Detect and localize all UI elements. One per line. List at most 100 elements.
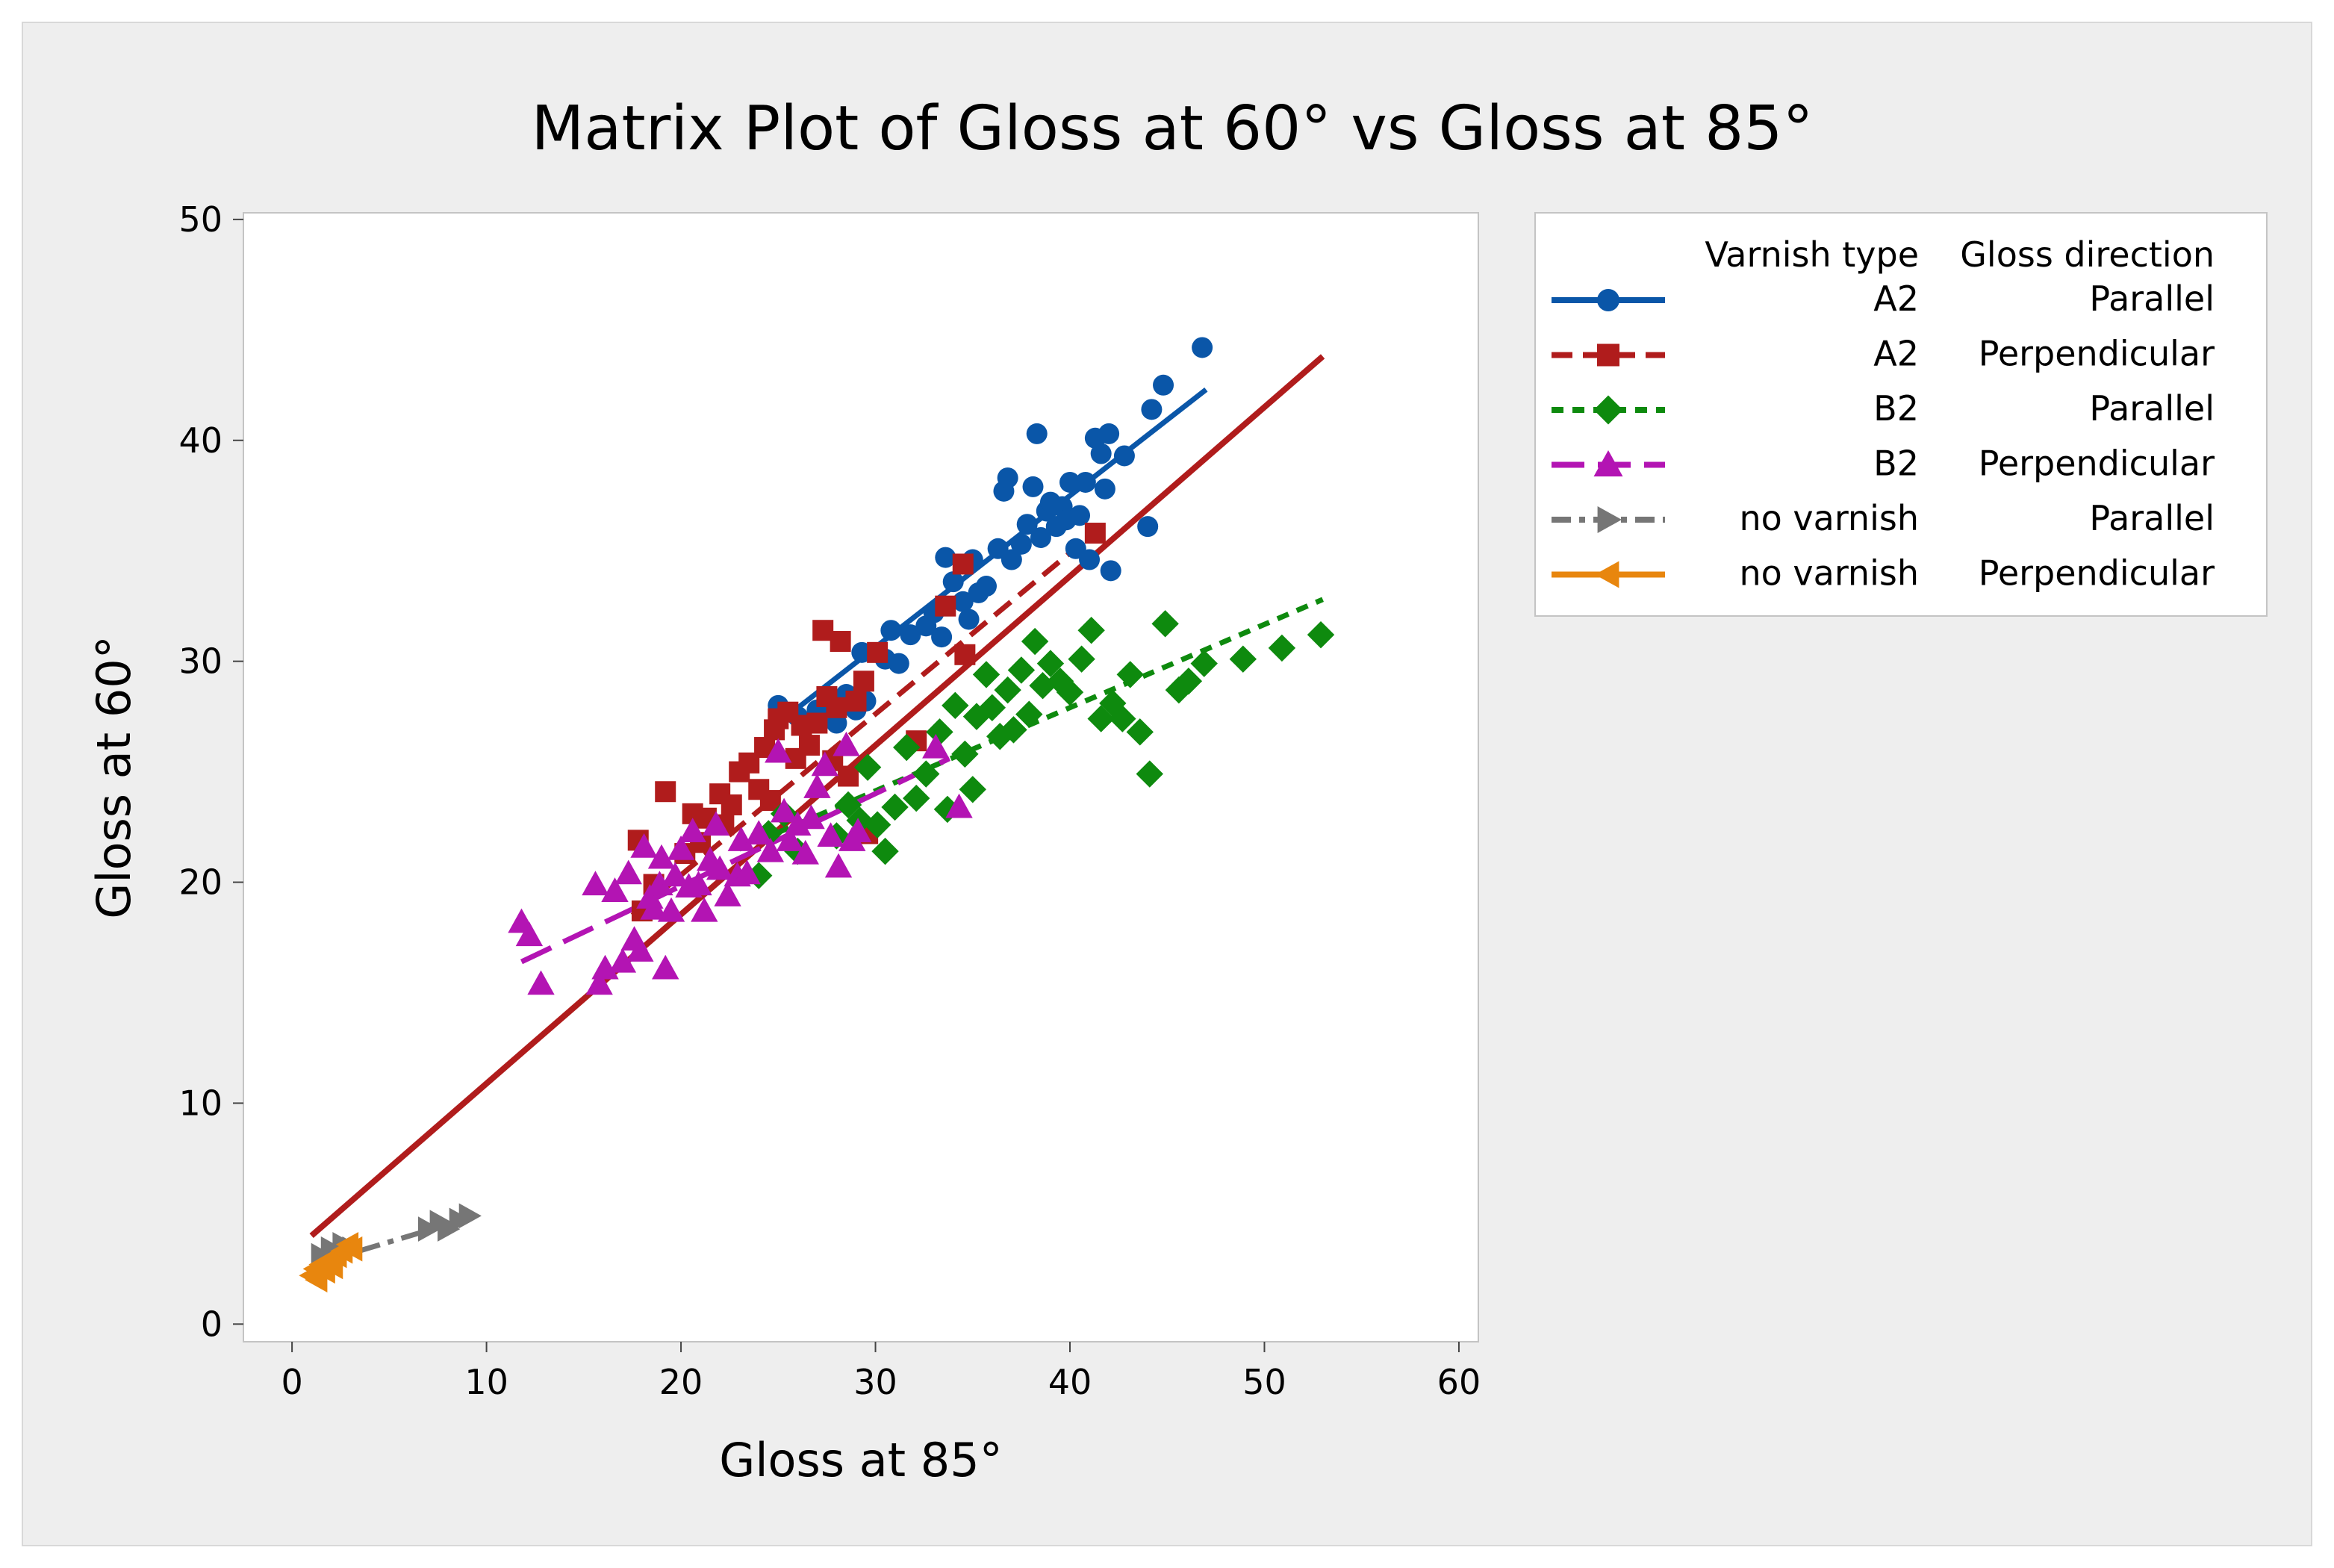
x-tick-label: 50: [1242, 1362, 1286, 1402]
data-point-series-2: [978, 694, 1006, 721]
chart-title: Matrix Plot of Gloss at 60° vs Gloss at …: [532, 93, 1814, 164]
data-point-series-0: [1022, 476, 1044, 497]
data-point-series-2: [755, 820, 782, 847]
data-point-series-3: [691, 897, 718, 922]
data-point-series-3: [745, 820, 773, 845]
data-point-series-3: [515, 921, 544, 947]
data-point-series-1: [867, 641, 889, 663]
data-point-series-2: [926, 718, 953, 746]
legend-varnish-label: A2: [1873, 334, 1919, 374]
data-point-series-3: [527, 970, 555, 995]
x-tick-label: 20: [659, 1362, 703, 1402]
y-axis: 0 10 20 30 40 50: [178, 199, 243, 1344]
data-point-series-2: [881, 793, 909, 821]
data-point-series-3: [922, 733, 950, 759]
legend-varnish-label: no varnish: [1740, 498, 1920, 538]
y-tick-label: 40: [178, 420, 222, 461]
data-point-series-0: [1098, 423, 1120, 444]
legend-direction-label: Parallel: [2089, 498, 2215, 538]
data-point-series-2: [1087, 705, 1115, 732]
data-point-series-0: [1026, 423, 1048, 444]
legend-box: [1534, 212, 2268, 617]
data-point-series-0: [1079, 549, 1101, 570]
data-point-series-2: [972, 661, 1000, 688]
data-point-series-2: [1268, 634, 1296, 662]
data-point-series-4: [418, 1216, 441, 1242]
legend-marker-swatch: [1597, 506, 1622, 533]
data-point-series-2: [1015, 700, 1043, 728]
data-point-series-0: [1059, 471, 1081, 493]
data-point-series-0: [1141, 399, 1163, 420]
x-axis-title: Gloss at 85°: [719, 1433, 1002, 1487]
y-tick-label: 30: [178, 641, 222, 682]
data-point-series-3: [702, 811, 730, 836]
data-point-series-2: [1029, 672, 1056, 700]
legend-entries: A2 Parallel A2 Perpendicular B2 Parallel B2 Per…: [1552, 279, 2215, 594]
x-tick-label: 40: [1048, 1362, 1092, 1402]
data-point-series-2: [1036, 650, 1065, 677]
data-point-series-2: [853, 753, 882, 781]
data-point-series-3: [844, 818, 872, 843]
data-point-series-3: [765, 738, 792, 763]
data-point-series-2: [1077, 617, 1105, 644]
data-point-series-0: [1074, 471, 1096, 493]
data-point-series-2: [1116, 661, 1144, 688]
data-point-series-2: [846, 806, 874, 834]
data-point-series-0: [1010, 533, 1032, 555]
data-point-series-2: [1151, 610, 1179, 638]
data-point-series-2: [1136, 760, 1164, 788]
data-point-series-1: [798, 735, 820, 756]
data-point-series-3: [614, 859, 642, 885]
data-point-series-2: [903, 784, 930, 812]
data-point-series-3: [733, 859, 761, 885]
data-point-series-0: [942, 571, 964, 593]
data-point-series-2: [1046, 668, 1074, 695]
data-point-series-3: [817, 822, 844, 847]
data-point-series-3: [756, 837, 785, 862]
data-point-series-3: [626, 937, 654, 962]
legend-varnish-label: no varnish: [1740, 553, 1920, 594]
data-point-series-0: [1030, 526, 1051, 548]
legend-direction-label: Parallel: [2089, 388, 2215, 429]
data-point-series-1: [812, 620, 834, 641]
data-point-series-2: [1068, 645, 1095, 673]
data-point-series-2: [962, 703, 991, 730]
data-point-series-2: [959, 776, 986, 803]
data-points: [299, 337, 1335, 1292]
fit-line-series-3: [520, 756, 951, 965]
data-point-series-1: [838, 765, 859, 787]
data-point-series-1: [806, 712, 828, 734]
legend-marker-swatch: [1597, 289, 1619, 311]
data-point-series-0: [1192, 337, 1213, 358]
data-point-series-3: [630, 833, 658, 858]
data-point-series-0: [1113, 445, 1135, 467]
data-point-series-0: [888, 653, 909, 674]
data-point-series-0: [1094, 478, 1115, 500]
data-point-series-0: [1100, 560, 1121, 582]
data-point-series-3: [679, 818, 706, 843]
data-point-series-2: [1174, 668, 1203, 695]
data-point-series-1: [853, 671, 874, 692]
data-point-series-0: [1016, 514, 1038, 535]
data-point-series-3: [591, 954, 619, 980]
legend-marker-swatch: [1595, 561, 1619, 588]
data-point-series-1: [830, 631, 851, 653]
data-point-series-4: [458, 1203, 482, 1229]
data-point-series-2: [1099, 689, 1127, 718]
data-point-series-2: [1229, 645, 1257, 673]
y-tick-label: 20: [178, 862, 222, 903]
legend-direction-label: Perpendicular: [1979, 334, 2215, 374]
data-point-series-0: [997, 467, 1018, 489]
x-tick-label: 0: [281, 1362, 302, 1402]
data-point-series-0: [958, 609, 980, 630]
data-point-series-2: [912, 760, 940, 788]
data-point-series-3: [770, 797, 798, 823]
legend-marker-swatch: [1593, 450, 1623, 477]
data-point-series-1: [954, 644, 976, 665]
y-tick-label: 50: [178, 199, 222, 240]
data-point-series-0: [976, 576, 998, 597]
legend-header-direction: Gloss direction: [1960, 234, 2215, 275]
data-point-series-3: [646, 871, 673, 896]
data-point-series-1: [826, 697, 847, 718]
